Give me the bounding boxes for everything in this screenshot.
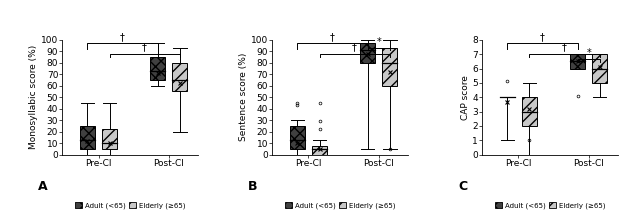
Legend: Adult (<65), Elderly (≥65): Adult (<65), Elderly (≥65) — [75, 202, 185, 209]
Text: †: † — [142, 42, 147, 52]
Text: †: † — [562, 42, 567, 52]
Text: †: † — [540, 32, 545, 42]
Text: †: † — [330, 32, 335, 42]
Y-axis label: Monosyllabic score (%): Monosyllabic score (%) — [29, 45, 38, 149]
Bar — [522, 97, 537, 126]
Bar — [172, 63, 187, 91]
Text: *: * — [587, 48, 591, 58]
Bar — [80, 126, 95, 149]
Text: B: B — [248, 180, 258, 193]
Legend: Adult (<65), Elderly (≥65): Adult (<65), Elderly (≥65) — [285, 202, 395, 209]
Bar — [290, 126, 305, 149]
Text: †: † — [120, 32, 125, 42]
Bar — [592, 54, 607, 83]
Text: *: * — [376, 37, 381, 47]
Bar — [312, 145, 327, 155]
Text: †: † — [352, 42, 357, 52]
Bar — [150, 57, 165, 80]
Bar — [383, 48, 397, 86]
Bar — [102, 130, 117, 149]
Y-axis label: CAP score: CAP score — [461, 75, 470, 120]
Y-axis label: Sentence score (%): Sentence score (%) — [239, 53, 248, 141]
Text: C: C — [458, 180, 467, 193]
Text: A: A — [38, 180, 47, 193]
Legend: Adult (<65), Elderly (≥65): Adult (<65), Elderly (≥65) — [495, 202, 605, 209]
Bar — [360, 43, 375, 63]
Bar — [570, 54, 585, 69]
